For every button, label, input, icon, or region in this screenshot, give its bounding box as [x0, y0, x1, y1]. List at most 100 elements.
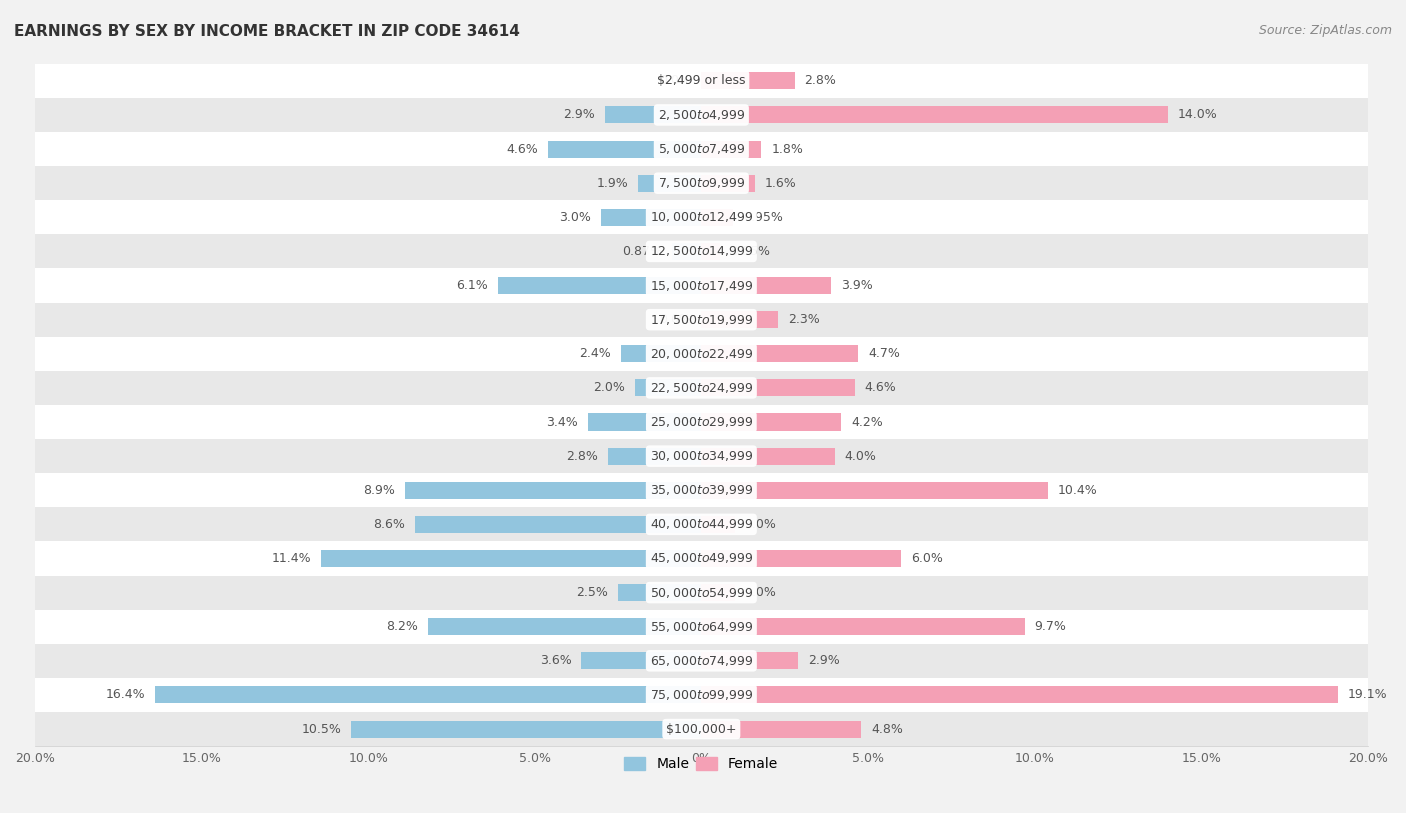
- Text: 4.7%: 4.7%: [868, 347, 900, 360]
- Text: 1.8%: 1.8%: [772, 142, 803, 155]
- Bar: [702, 686, 1337, 703]
- Bar: [415, 515, 702, 533]
- Bar: [35, 405, 1368, 439]
- Text: 3.6%: 3.6%: [540, 654, 571, 667]
- Text: $75,000 to $99,999: $75,000 to $99,999: [650, 688, 754, 702]
- Text: 2.0%: 2.0%: [593, 381, 624, 394]
- Bar: [702, 175, 755, 192]
- Bar: [35, 200, 1368, 234]
- Bar: [702, 346, 858, 363]
- Text: $2,500 to $4,999: $2,500 to $4,999: [658, 108, 745, 122]
- Bar: [607, 448, 702, 465]
- Text: $25,000 to $29,999: $25,000 to $29,999: [650, 415, 754, 429]
- Bar: [588, 414, 702, 431]
- Bar: [35, 371, 1368, 405]
- Text: EARNINGS BY SEX BY INCOME BRACKET IN ZIP CODE 34614: EARNINGS BY SEX BY INCOME BRACKET IN ZIP…: [14, 24, 520, 39]
- Text: $12,500 to $14,999: $12,500 to $14,999: [650, 245, 754, 259]
- Text: 4.8%: 4.8%: [872, 723, 903, 736]
- Text: $15,000 to $17,499: $15,000 to $17,499: [650, 279, 754, 293]
- Text: 4.2%: 4.2%: [851, 415, 883, 428]
- Text: 4.0%: 4.0%: [845, 450, 876, 463]
- Bar: [352, 720, 702, 737]
- Bar: [672, 243, 702, 260]
- Text: 6.1%: 6.1%: [457, 279, 488, 292]
- Bar: [322, 550, 702, 567]
- Bar: [702, 414, 841, 431]
- Bar: [35, 166, 1368, 200]
- Bar: [702, 380, 855, 397]
- Text: 3.9%: 3.9%: [841, 279, 873, 292]
- Bar: [702, 72, 794, 89]
- Bar: [702, 550, 901, 567]
- Text: 2.4%: 2.4%: [579, 347, 612, 360]
- Bar: [702, 618, 1025, 635]
- Text: 0.0%: 0.0%: [659, 74, 692, 87]
- Bar: [35, 268, 1368, 302]
- Bar: [35, 610, 1368, 644]
- Text: $45,000 to $49,999: $45,000 to $49,999: [650, 551, 754, 566]
- Bar: [35, 678, 1368, 712]
- Text: 1.6%: 1.6%: [765, 176, 796, 189]
- Bar: [35, 234, 1368, 268]
- Bar: [35, 541, 1368, 576]
- Text: 19.1%: 19.1%: [1348, 689, 1388, 702]
- Text: 9.7%: 9.7%: [1035, 620, 1066, 633]
- Text: $20,000 to $22,499: $20,000 to $22,499: [650, 347, 754, 361]
- Text: $5,000 to $7,499: $5,000 to $7,499: [658, 142, 745, 156]
- Bar: [35, 132, 1368, 166]
- Bar: [638, 175, 702, 192]
- Text: $2,499 or less: $2,499 or less: [657, 74, 745, 87]
- Text: 14.0%: 14.0%: [1178, 108, 1218, 121]
- Bar: [35, 712, 1368, 746]
- Bar: [702, 209, 733, 226]
- Text: 0.87%: 0.87%: [623, 245, 662, 258]
- Bar: [155, 686, 702, 703]
- Bar: [702, 311, 778, 328]
- Text: $17,500 to $19,999: $17,500 to $19,999: [650, 313, 754, 327]
- Text: $100,000+: $100,000+: [666, 723, 737, 736]
- Text: $40,000 to $44,999: $40,000 to $44,999: [650, 517, 754, 532]
- Bar: [702, 448, 835, 465]
- Text: 2.5%: 2.5%: [576, 586, 607, 599]
- Bar: [581, 652, 702, 669]
- Text: 0.55%: 0.55%: [730, 245, 769, 258]
- Bar: [35, 98, 1368, 132]
- Text: $50,000 to $54,999: $50,000 to $54,999: [650, 585, 754, 600]
- Text: 3.0%: 3.0%: [560, 211, 592, 224]
- Text: 4.6%: 4.6%: [865, 381, 897, 394]
- Bar: [634, 380, 702, 397]
- Text: 10.5%: 10.5%: [302, 723, 342, 736]
- Bar: [702, 584, 735, 601]
- Text: 2.3%: 2.3%: [787, 313, 820, 326]
- Bar: [702, 482, 1047, 498]
- Bar: [702, 141, 761, 158]
- Text: Source: ZipAtlas.com: Source: ZipAtlas.com: [1258, 24, 1392, 37]
- Text: 8.2%: 8.2%: [387, 620, 418, 633]
- Bar: [35, 439, 1368, 473]
- Bar: [498, 277, 702, 294]
- Text: 1.0%: 1.0%: [745, 586, 776, 599]
- Text: $22,500 to $24,999: $22,500 to $24,999: [650, 381, 754, 395]
- Legend: Male, Female: Male, Female: [619, 751, 785, 776]
- Text: 1.9%: 1.9%: [596, 176, 628, 189]
- Text: 16.4%: 16.4%: [105, 689, 145, 702]
- Text: $65,000 to $74,999: $65,000 to $74,999: [650, 654, 754, 667]
- Bar: [605, 107, 702, 124]
- Bar: [702, 720, 862, 737]
- Text: 2.9%: 2.9%: [808, 654, 839, 667]
- Text: $7,500 to $9,999: $7,500 to $9,999: [658, 176, 745, 190]
- Bar: [621, 346, 702, 363]
- Bar: [702, 277, 831, 294]
- Bar: [35, 63, 1368, 98]
- Text: 0.95%: 0.95%: [742, 211, 783, 224]
- Bar: [35, 507, 1368, 541]
- Text: 10.4%: 10.4%: [1057, 484, 1098, 497]
- Text: 0.0%: 0.0%: [659, 313, 692, 326]
- Text: $10,000 to $12,499: $10,000 to $12,499: [650, 211, 754, 224]
- Text: $35,000 to $39,999: $35,000 to $39,999: [650, 483, 754, 498]
- Bar: [619, 584, 702, 601]
- Bar: [602, 209, 702, 226]
- Text: 11.4%: 11.4%: [271, 552, 312, 565]
- Text: 4.6%: 4.6%: [506, 142, 538, 155]
- Bar: [427, 618, 702, 635]
